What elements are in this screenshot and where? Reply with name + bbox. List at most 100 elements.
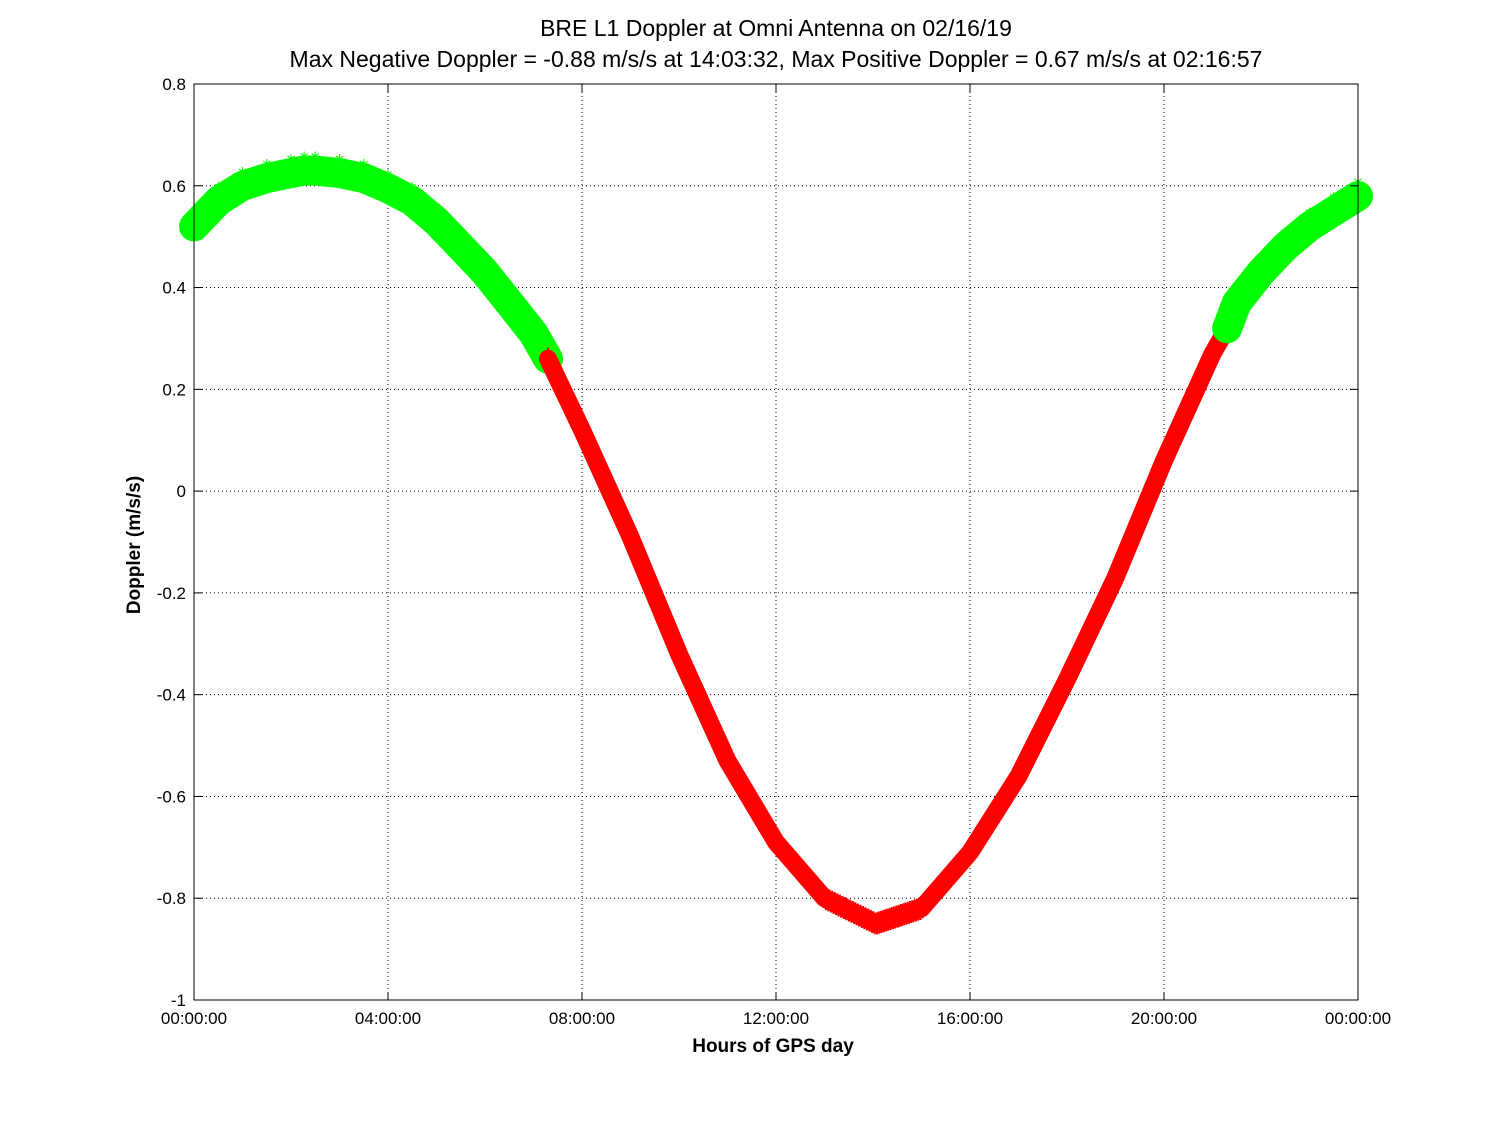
data-point: *: [1281, 225, 1290, 246]
data-point: *: [1329, 189, 1338, 210]
data-point: [873, 921, 878, 926]
x-axis-label: Hours of GPS day: [692, 1036, 854, 1057]
x-tick-label: 00:00:00: [1325, 1009, 1391, 1028]
x-tick-label: 16:00:00: [937, 1009, 1003, 1028]
data-point: *: [1223, 318, 1232, 339]
data-point: *: [359, 156, 368, 177]
data-point: *: [408, 203, 417, 224]
series-2: *********************: [1212, 174, 1373, 351]
data-point: [822, 896, 827, 901]
y-tick-label: -0.8: [157, 889, 186, 908]
data-point: [580, 428, 584, 433]
plot-frame: [193, 83, 1359, 1001]
data-point: [1016, 774, 1021, 779]
data-point: *: [1232, 281, 1241, 302]
x-tick-label: 20:00:00: [1131, 1009, 1197, 1028]
data-point: *: [408, 191, 417, 212]
y-axis-label: Doppler (m/s/s): [124, 476, 145, 614]
data-point: *: [432, 199, 441, 220]
data-point: *: [214, 191, 223, 212]
data-point: *: [359, 180, 368, 201]
data-point: *: [1257, 250, 1266, 271]
chart-title: BRE L1 Doppler at Omni Antenna on 02/16/…: [540, 15, 1012, 41]
data-point: *: [456, 225, 465, 246]
x-tick-label: 12:00:00: [743, 1009, 809, 1028]
series-noise: [547, 318, 1228, 935]
series-band: [539, 319, 1237, 933]
data-point: *: [1281, 237, 1290, 258]
data-point: *: [432, 211, 441, 232]
data-point: [725, 758, 730, 763]
data-point: *: [214, 203, 223, 224]
data-point: *: [300, 161, 309, 182]
series-layer: ********************************* *** *** *…: [179, 149, 1373, 935]
data-point: *: [335, 163, 344, 184]
data-point: *: [1281, 249, 1290, 270]
data-point: *: [1223, 330, 1232, 351]
data-point: *: [481, 262, 490, 283]
data-point: *: [262, 156, 271, 177]
data-point: [968, 850, 972, 855]
data-point: *: [311, 161, 320, 182]
data-point: *: [1223, 306, 1232, 327]
data-point: *: [384, 166, 393, 187]
data-point: *: [238, 164, 247, 185]
data-point: *: [287, 163, 296, 184]
y-tick-label: -0.4: [157, 686, 186, 705]
data-point: *: [300, 149, 309, 170]
y-tick-label: 0.2: [162, 380, 186, 399]
x-tick-label: 00:00:00: [161, 1009, 227, 1028]
data-point: [628, 534, 633, 539]
y-tick-label: 0.8: [162, 75, 186, 94]
x-tick-label: 04:00:00: [355, 1009, 421, 1028]
data-point: *: [505, 305, 514, 326]
series-band: [179, 155, 563, 374]
data-point: [1113, 575, 1118, 580]
grid-lines: [194, 84, 1358, 1000]
data-point: *: [262, 180, 271, 201]
y-tick-label: 0.6: [162, 177, 186, 196]
data-point: [919, 906, 924, 911]
series-1: [539, 318, 1237, 935]
chart-subtitle: Max Negative Doppler = -0.88 m/s/s at 14…: [290, 46, 1263, 72]
data-point: *: [311, 149, 320, 170]
data-point: *: [432, 223, 441, 244]
y-tick-label: -1: [171, 991, 186, 1010]
y-tick-label: -0.2: [157, 584, 186, 603]
data-point: [1065, 677, 1069, 682]
data-point: *: [1232, 305, 1241, 326]
data-point: *: [481, 250, 490, 271]
data-point: *: [544, 337, 553, 358]
data-point: *: [408, 179, 417, 200]
y-tick-label: -0.6: [157, 787, 186, 806]
series-band: [1212, 181, 1373, 344]
data-point: *: [456, 237, 465, 258]
data-point: *: [335, 151, 344, 172]
data-point: *: [1305, 216, 1314, 237]
data-point: *: [300, 173, 309, 194]
data-point: [774, 840, 778, 845]
series-0: ********************************* *** *** *…: [179, 149, 563, 382]
data-point: *: [214, 179, 223, 200]
data-point: *: [384, 190, 393, 211]
data-point: *: [262, 168, 271, 189]
data-point: *: [529, 323, 538, 344]
data-point: *: [505, 281, 514, 302]
data-point: *: [456, 249, 465, 270]
data-point: *: [1257, 274, 1266, 295]
data-point: *: [481, 274, 490, 295]
data-point: *: [238, 176, 247, 197]
data-point: *: [311, 173, 320, 194]
data-point: *: [505, 293, 514, 314]
x-tick-label: 08:00:00: [549, 1009, 615, 1028]
data-point: *: [529, 311, 538, 332]
data-point: [546, 356, 551, 361]
data-point: *: [1232, 293, 1241, 314]
y-tick-label: 0: [177, 482, 186, 501]
data-point: *: [1305, 228, 1314, 249]
data-point: [1162, 458, 1166, 463]
data-point: [1210, 351, 1215, 356]
data-point: *: [1329, 201, 1338, 222]
data-point: *: [529, 335, 538, 356]
